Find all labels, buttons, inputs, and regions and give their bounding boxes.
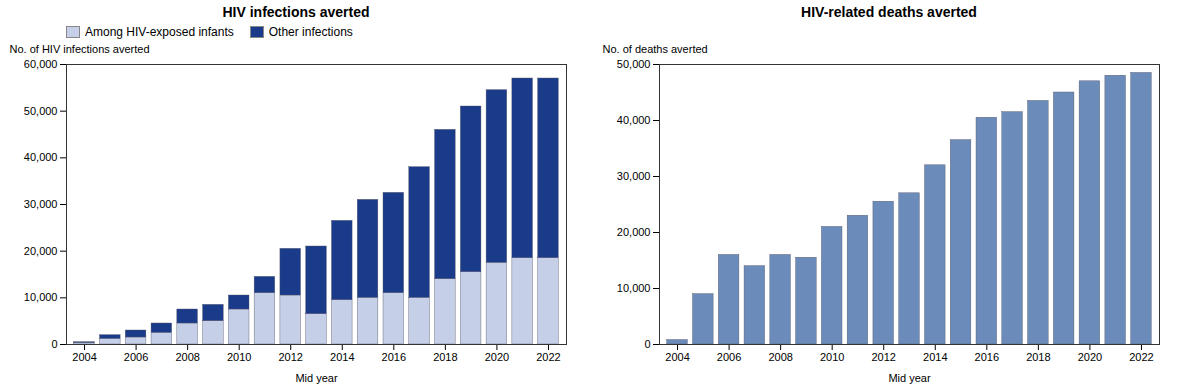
svg-text:40,000: 40,000 (617, 114, 651, 126)
svg-text:40,000: 40,000 (24, 151, 58, 163)
html-text:Other infections: Other infections (268, 25, 353, 39)
svg-text:2010: 2010 (227, 351, 251, 363)
svg-text:10,000: 10,000 (24, 291, 58, 303)
svg-text:2022: 2022 (536, 351, 560, 363)
svg-text:20,000: 20,000 (617, 226, 651, 238)
svg-text:2006: 2006 (124, 351, 148, 363)
svg-text:60,000: 60,000 (24, 58, 58, 70)
svg-text:2020: 2020 (1078, 351, 1102, 363)
svg-text:2014: 2014 (923, 351, 947, 363)
svg-text:2006: 2006 (717, 351, 741, 363)
svg-text:2018: 2018 (1026, 351, 1050, 363)
svg-text:Mid year: Mid year (295, 372, 338, 384)
svg-text:2018: 2018 (433, 351, 457, 363)
svg-text:2008: 2008 (768, 351, 792, 363)
svg-text:No. of deaths averted: No. of deaths averted (603, 43, 708, 55)
svg-text:0: 0 (51, 338, 57, 350)
svg-text:2012: 2012 (278, 351, 302, 363)
svg-text:2016: 2016 (382, 351, 406, 363)
html-text:Among HIV-exposed infants: Among HIV-exposed infants (85, 25, 234, 39)
svg-text:50,000: 50,000 (617, 58, 651, 70)
svg-text:2012: 2012 (871, 351, 895, 363)
svg-text:50,000: 50,000 (24, 105, 58, 117)
html-text:HIV infections averted: HIV infections averted (222, 4, 370, 20)
svg-text:2010: 2010 (820, 351, 844, 363)
svg-text:2020: 2020 (485, 351, 509, 363)
svg-text:No. of HIV infections averted: No. of HIV infections averted (10, 43, 150, 55)
svg-text:2004: 2004 (665, 351, 689, 363)
svg-text:30,000: 30,000 (24, 198, 58, 210)
svg-text:Mid year: Mid year (888, 372, 931, 384)
svg-text:2014: 2014 (330, 351, 354, 363)
svg-text:2022: 2022 (1129, 351, 1153, 363)
svg-text:10,000: 10,000 (617, 282, 651, 294)
svg-text:30,000: 30,000 (617, 170, 651, 182)
svg-text:2004: 2004 (72, 351, 96, 363)
svg-text:2008: 2008 (175, 351, 199, 363)
svg-text:2016: 2016 (975, 351, 999, 363)
svg-text:0: 0 (644, 338, 650, 350)
svg-text:20,000: 20,000 (24, 245, 58, 257)
html-text:HIV-related deaths averted: HIV-related deaths averted (801, 4, 977, 20)
